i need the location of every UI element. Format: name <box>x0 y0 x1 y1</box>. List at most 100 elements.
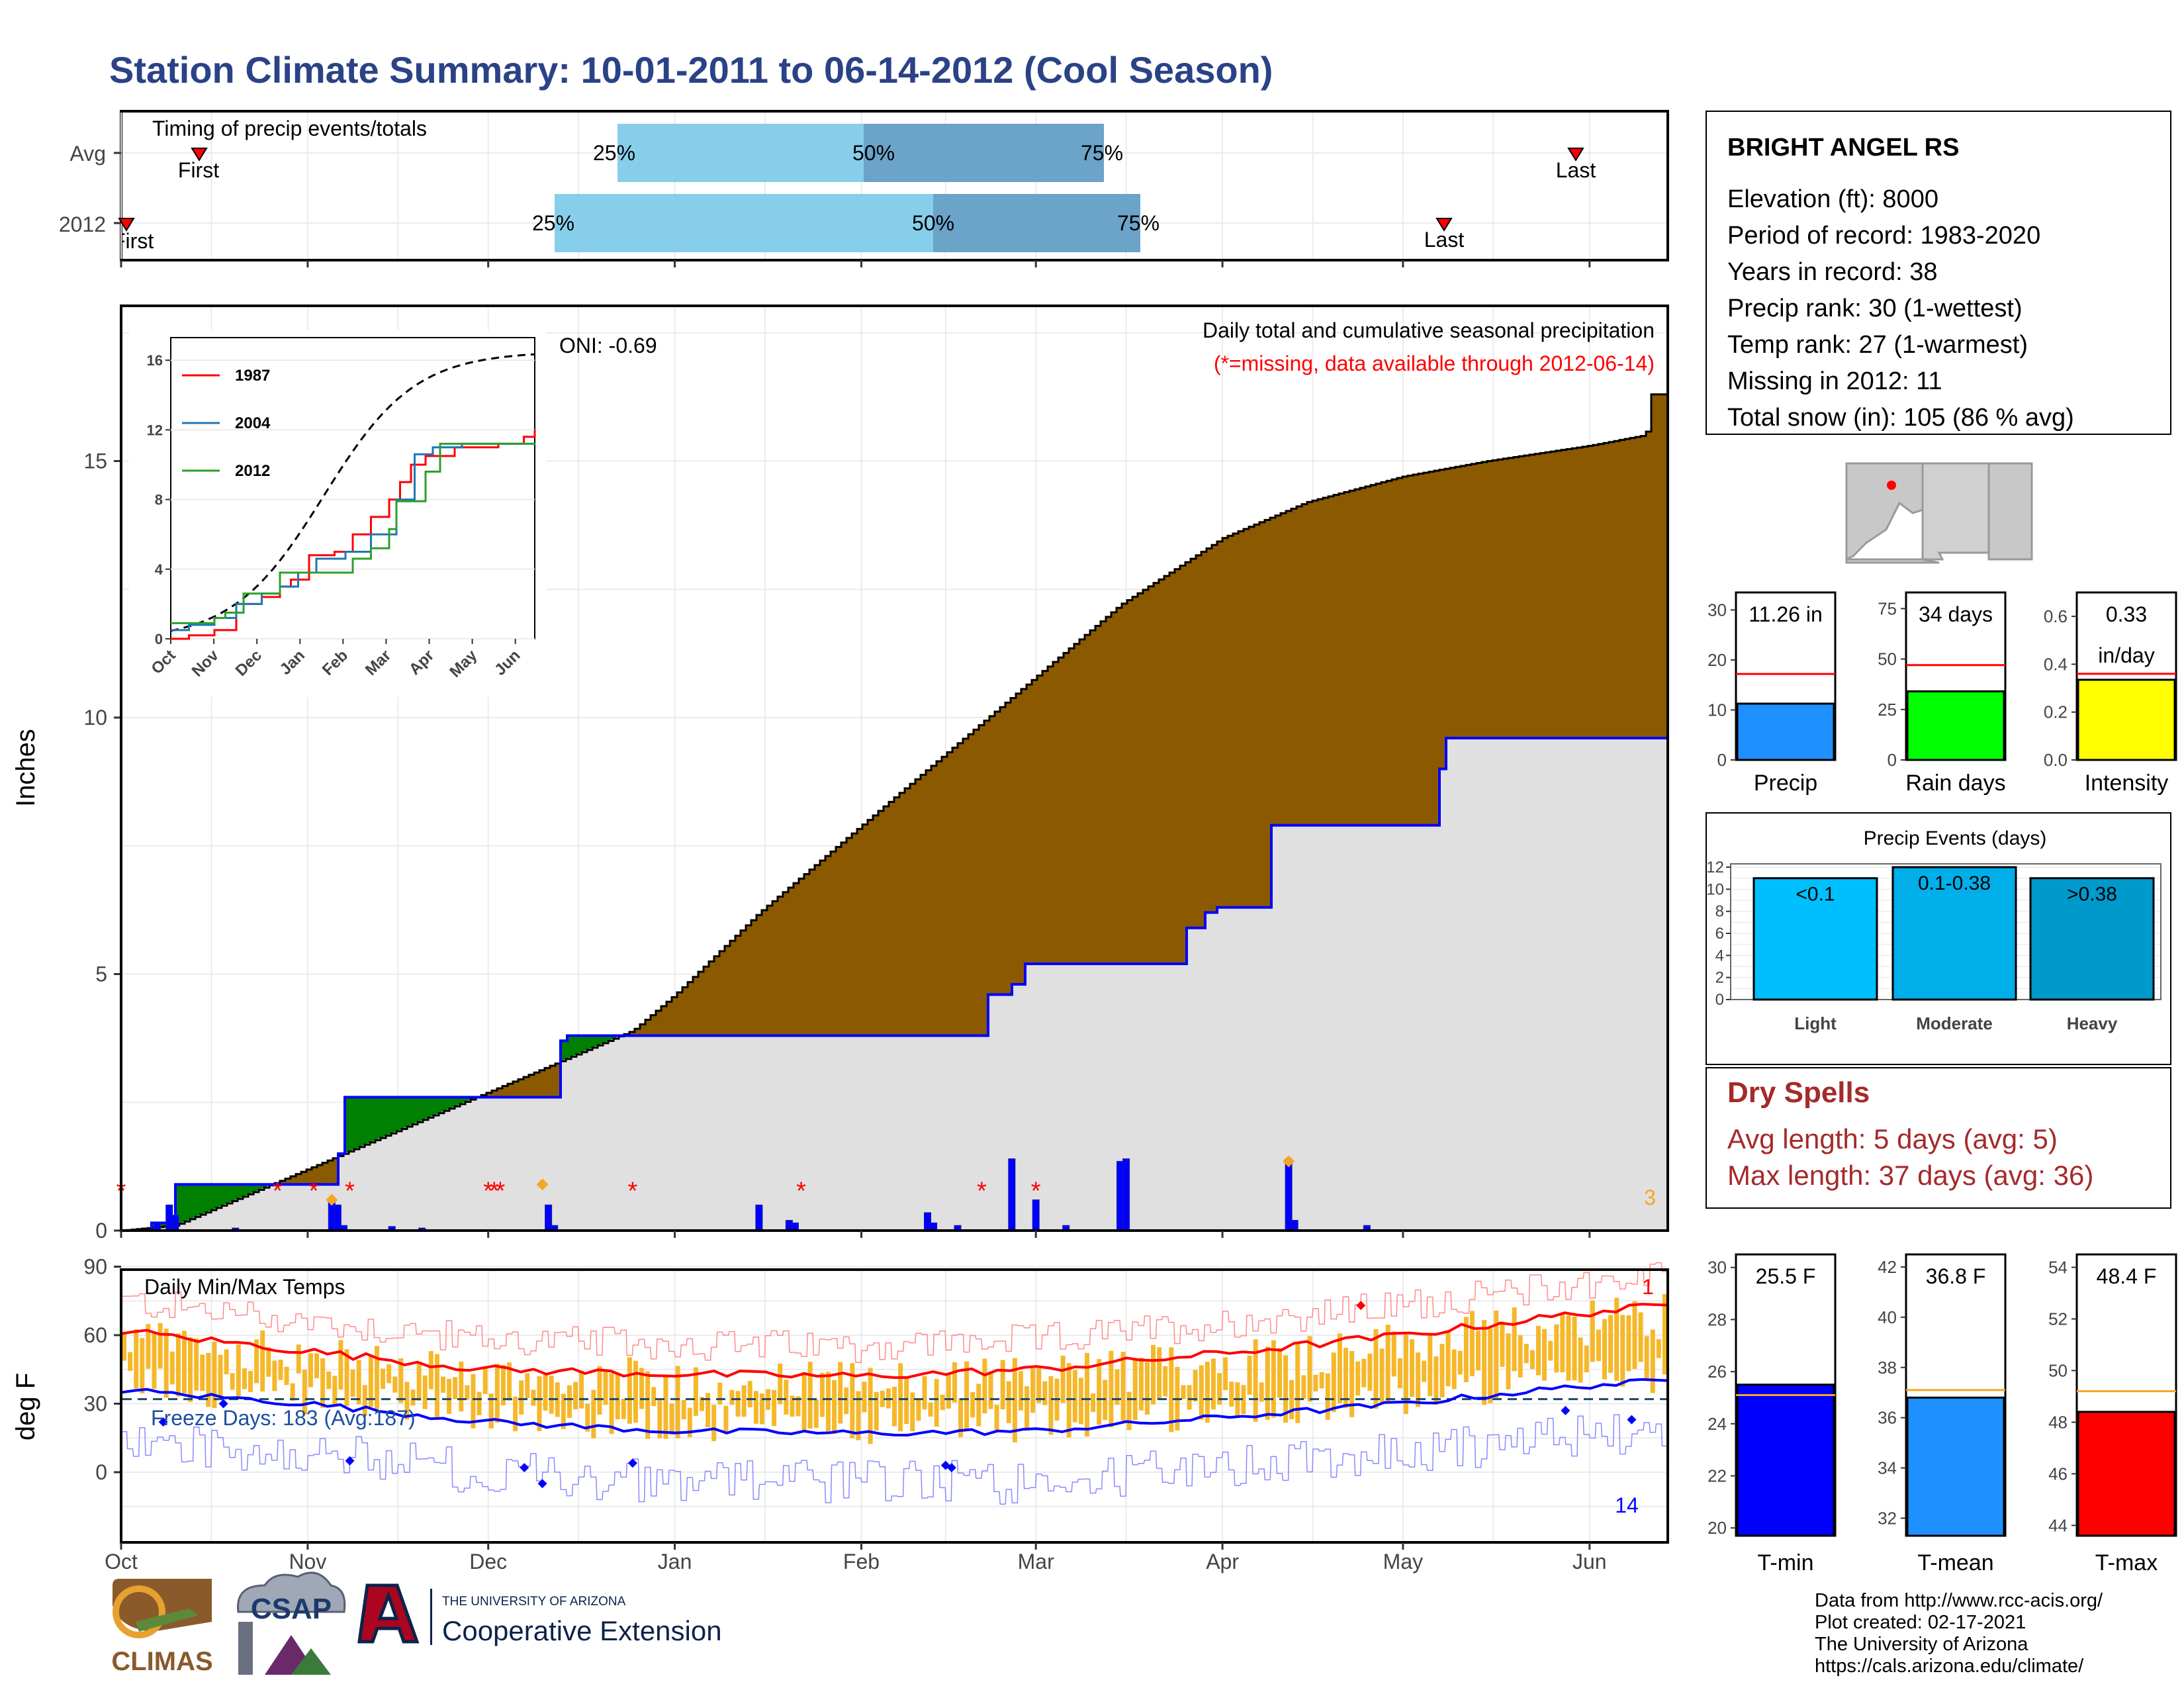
temp-label: Daily Min/Max Temps <box>144 1275 345 1299</box>
missing-day-marker: * <box>309 1177 319 1205</box>
timing-avg-50: 50% <box>852 141 895 165</box>
temp-count-bottom: 14 <box>1615 1493 1639 1517</box>
record-min-line <box>121 1414 1668 1505</box>
avg-first-marker <box>191 148 208 162</box>
daily-precip-bar <box>171 1215 179 1231</box>
summary-bar-tick: 0.2 <box>2044 702 2068 722</box>
station-line-1: Elevation (ft): 8000 <box>1727 185 1938 213</box>
timing-label: Timing of precip events/totals <box>152 117 427 140</box>
station-line-3: Years in record: 38 <box>1727 258 1938 286</box>
last-2012-marker <box>1435 218 1453 232</box>
precip-y-tick: 5 <box>95 962 107 986</box>
summary-bar-tick: 46 <box>2048 1464 2068 1483</box>
timing-avg-25: 25% <box>593 141 635 165</box>
daily-precip-bar <box>785 1220 793 1231</box>
events-category: Heavy <box>2067 1013 2118 1033</box>
station-info: BRIGHT ANGEL RS Elevation (ft): 8000 Per… <box>1706 111 2171 435</box>
timing-panel: Timing of precip events/totals Avg 2012 … <box>59 110 1669 261</box>
summary-bar-label: Rain days <box>1905 771 2005 796</box>
dry-spells-max: Max length: 37 days (avg: 36) <box>1727 1160 2093 1191</box>
month-label: Oct <box>105 1550 138 1573</box>
summary-bar-tick: 28 <box>1707 1309 1727 1329</box>
precip-missing-note: (*=missing, data available through 2012-… <box>1214 352 1655 375</box>
avg-max-temp-line <box>120 1303 1668 1380</box>
summary-bar-tick: 50 <box>2048 1360 2068 1380</box>
last-2012-label: Last <box>1424 228 1465 252</box>
station-name: BRIGHT ANGEL RS <box>1727 134 1959 162</box>
events-bar <box>1752 877 1878 1001</box>
above-avg-area <box>152 1035 620 1228</box>
summary-bar-t-max: 44 46 48 50 52 54 48.4 F T-max <box>2048 1253 2177 1575</box>
missing-day-marker: * <box>489 1177 499 1205</box>
missing-day-marker: * <box>483 1177 493 1205</box>
events-bar <box>1891 866 2017 1001</box>
temp-y-tick: 60 <box>83 1323 107 1347</box>
events-y-tick: 0 <box>1715 991 1724 1009</box>
events-y-tick: 12 <box>1706 859 1724 876</box>
avg-cumulative-line <box>121 393 1668 1232</box>
record-low-marker <box>537 1479 547 1489</box>
season-2012-area <box>121 738 1668 1231</box>
timing-2012-25: 25% <box>532 211 574 235</box>
daily-precip-bar <box>1008 1158 1016 1231</box>
station-line-6: Missing in 2012: 11 <box>1727 367 1942 395</box>
summary-bar-value <box>1736 1383 1835 1537</box>
inset-y-tick: 16 <box>147 352 163 369</box>
summary-bars-bottom: 20 22 24 26 28 30 25.5 F T-min 32 34 36 38 40 42 36.8 … <box>1707 1253 2177 1575</box>
events-y-tick: 6 <box>1715 925 1724 943</box>
station-location-marker <box>1887 481 1896 490</box>
summary-bar-value-label: in/day <box>2098 643 2154 667</box>
missing-day-marker: * <box>1031 1177 1041 1205</box>
summary-bar-value <box>1736 702 1835 761</box>
summary-bar-tick: 75 <box>1878 598 1897 618</box>
summary-bar-value-label: 48.4 F <box>2097 1264 2157 1288</box>
record-low-marker <box>345 1456 355 1466</box>
summary-bar-value <box>1906 690 2005 761</box>
summary-bar-rain-days: 0 25 50 75 34 days Rain days <box>1878 591 2007 796</box>
summary-bar-value <box>2077 1411 2176 1537</box>
precip-note: Daily total and cumulative seasonal prec… <box>1203 318 1655 342</box>
record-low-marker <box>946 1463 956 1473</box>
summary-bar-tick: 52 <box>2048 1309 2068 1329</box>
summary-bar-tick: 30 <box>1707 600 1727 620</box>
events-bar <box>2029 877 2155 1001</box>
summary-bar-value <box>2077 679 2176 761</box>
timing-avg-bar-50-75 <box>864 124 1104 182</box>
daily-temp-bars <box>122 1293 1667 1444</box>
csap-logo-text: CSAP <box>251 1593 332 1625</box>
record-max-line <box>121 1262 1668 1363</box>
timing-2012-bar-25-50 <box>555 194 933 252</box>
station-line-4: Precip rank: 30 (1-wettest) <box>1727 295 2023 322</box>
summary-bar-tick: 0 <box>1888 750 1897 770</box>
record-low-marker <box>627 1458 637 1468</box>
summary-bar-label: Intensity <box>2085 771 2169 796</box>
timing-avg-75: 75% <box>1081 141 1123 165</box>
precip-y-tick: 15 <box>83 449 107 473</box>
csap-logo: CSAP <box>237 1571 346 1675</box>
events-title: Precip Events (days) <box>1864 827 2047 849</box>
summary-bar-label: T-min <box>1758 1550 1814 1575</box>
footer-credits: Data from http://www.rcc-acis.org/ Plot … <box>1815 1590 2103 1677</box>
timing-2012-bar-50-75 <box>933 194 1140 252</box>
summary-bars-top: 0 10 20 30 11.26 in Precip 0 25 50 75 34 days Rain … <box>1707 591 2177 796</box>
page-title: Station Climate Summary: 10-01-2011 to 0… <box>109 49 1273 91</box>
events-y-tick: 4 <box>1715 947 1724 964</box>
ua-big-text: Cooperative Extension <box>442 1615 722 1646</box>
month-label: May <box>1383 1550 1423 1573</box>
events-category: Moderate <box>1916 1013 1993 1033</box>
daily-precip-bar <box>1116 1160 1124 1231</box>
record-low-marker <box>520 1463 529 1473</box>
summary-bar-tick: 20 <box>1707 650 1727 670</box>
temp-count-top: 1 <box>1642 1275 1654 1299</box>
inset-y-tick: 0 <box>155 631 163 647</box>
events-y-tick: 10 <box>1706 880 1724 898</box>
avg-min-temp-line <box>120 1378 1668 1437</box>
summary-bar-tick: 32 <box>1878 1508 1897 1528</box>
ua-logo: THE UNIVERSITY OF ARIZONA Cooperative Ex… <box>357 1583 722 1646</box>
footer-line-2: Plot created: 02-17-2021 <box>1815 1612 2026 1633</box>
daily-precip-bar <box>545 1204 553 1231</box>
temp-y-tick: 30 <box>83 1392 107 1416</box>
summary-bar-tick: 36 <box>1878 1408 1897 1428</box>
missing-day-marker: * <box>796 1177 806 1205</box>
events-bar-label: <0.1 <box>1796 884 1835 906</box>
